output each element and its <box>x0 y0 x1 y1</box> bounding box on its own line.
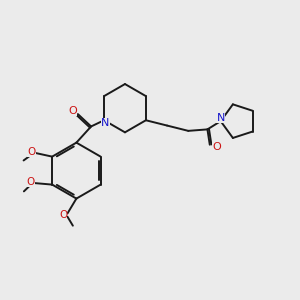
Text: O: O <box>27 147 36 157</box>
Text: N: N <box>101 118 110 128</box>
Text: N: N <box>217 112 225 123</box>
Text: O: O <box>68 106 77 116</box>
Text: O: O <box>59 210 67 220</box>
Text: O: O <box>26 177 35 187</box>
Text: O: O <box>212 142 220 152</box>
